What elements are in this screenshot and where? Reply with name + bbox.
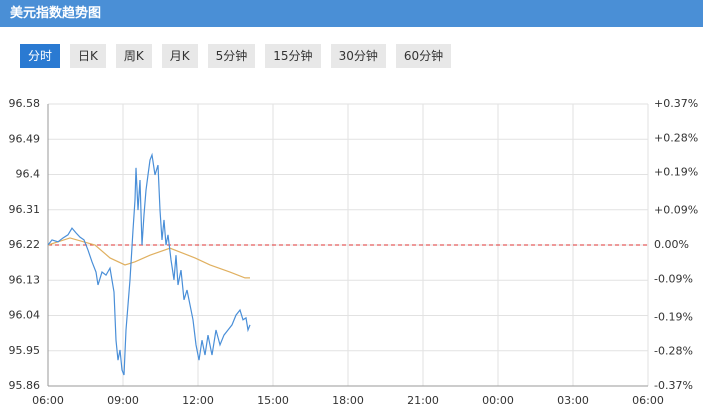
y-tick-label: 96.13 — [9, 273, 41, 286]
tab[interactable]: 分时 — [20, 44, 61, 68]
x-tick-label: 03:00 — [557, 394, 589, 407]
y2-tick-label: +0.09% — [654, 204, 698, 217]
x-tick-label: 18:00 — [332, 394, 364, 407]
y-tick-label: 96.31 — [9, 203, 41, 216]
y-tick-label: 95.86 — [9, 379, 41, 392]
y2-tick-label: +0.37% — [654, 97, 698, 110]
x-tick-label: 15:00 — [257, 394, 289, 407]
x-tick-label: 21:00 — [407, 394, 439, 407]
y-tick-label: 96.22 — [9, 238, 41, 251]
y-tick-label: 95.95 — [9, 344, 41, 357]
price-line — [47, 237, 250, 279]
y2-tick-label: +0.19% — [654, 166, 698, 179]
tab-bar: 分时 日K 周K 月K 5分钟 15分钟 30分钟 60分钟 — [20, 44, 452, 68]
tab[interactable]: 5分钟 — [207, 44, 256, 68]
tab[interactable]: 15分钟 — [265, 44, 321, 68]
tab[interactable]: 30分钟 — [330, 44, 386, 68]
tab[interactable]: 日K — [70, 44, 106, 68]
x-tick-label: 09:00 — [107, 394, 139, 407]
y2-tick-label: 0.00% — [654, 238, 689, 251]
tab[interactable]: 月K — [161, 44, 198, 68]
y-tick-label: 96.58 — [9, 97, 41, 110]
header: 美元指数趋势图 — [0, 0, 703, 27]
x-tick-label: 00:00 — [482, 394, 514, 407]
y2-tick-label: -0.19% — [654, 310, 693, 323]
y2-tick-label: +0.28% — [654, 131, 698, 144]
y-tick-label: 96.49 — [9, 132, 41, 145]
y2-tick-label: -0.28% — [654, 345, 693, 358]
y2-tick-label: -0.09% — [654, 272, 693, 285]
y-tick-label: 96.04 — [9, 309, 41, 322]
x-tick-label: 06:00 — [32, 394, 64, 407]
tab[interactable]: 周K — [115, 44, 152, 68]
tab[interactable]: 60分钟 — [395, 44, 452, 68]
x-tick-label: 06:00 — [632, 394, 664, 407]
y-tick-label: 96.4 — [16, 168, 41, 181]
price-line — [47, 152, 251, 376]
x-tick-label: 12:00 — [182, 394, 214, 407]
y2-tick-label: -0.37% — [654, 379, 693, 392]
